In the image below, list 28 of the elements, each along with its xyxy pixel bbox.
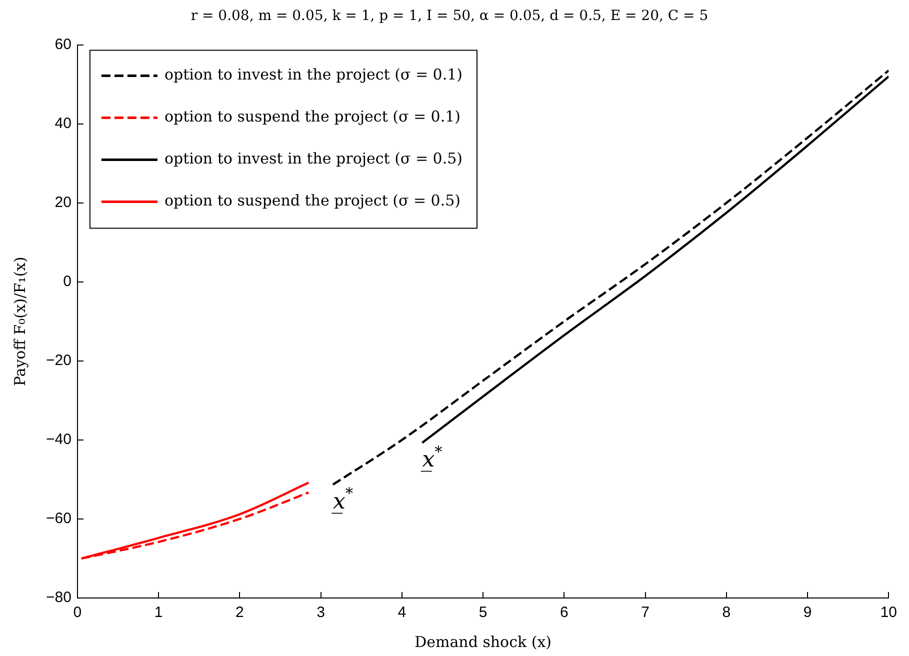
legend-label: option to suspend the project (σ = 0.5) <box>164 192 461 210</box>
x-tick-label: 4 <box>398 604 406 622</box>
x-tick-label: 7 <box>641 604 650 622</box>
x-tick-label: 5 <box>478 604 488 622</box>
annotation: x̲* <box>420 442 443 473</box>
y-tick-label: −40 <box>46 431 72 448</box>
y-tick-label: 60 <box>54 36 72 53</box>
x-tick-label: 6 <box>560 604 568 622</box>
y-tick-label: 40 <box>54 114 72 132</box>
chart-title: r = 0.08, m = 0.05, k = 1, p = 1, I = 50, α = 0.05, d = 0.5, E = 20, C = 5 <box>190 8 708 24</box>
y-tick-label: −20 <box>46 352 72 370</box>
annotation: x̲* <box>332 484 354 515</box>
x-tick-label: 10 <box>880 604 897 622</box>
x-tick-label: 8 <box>722 604 731 622</box>
y-tick-label: −60 <box>46 510 72 528</box>
y-tick-label: −80 <box>46 589 72 606</box>
y-tick-label: 0 <box>63 273 72 290</box>
legend-label: option to invest in the project (σ = 0.5) <box>164 150 462 168</box>
x-axis-title: Demand shock (x) <box>414 632 552 651</box>
x-tick-label: 3 <box>316 604 325 622</box>
y-axis-title: Payoff F₀(x)/F₁(x) <box>10 256 29 386</box>
y-tick-label: 20 <box>54 194 72 211</box>
line-series <box>332 69 889 486</box>
x-tick-label: 1 <box>154 604 163 622</box>
legend-label: option to invest in the project (σ = 0.1) <box>164 66 462 84</box>
x-tick-label: 2 <box>236 604 244 622</box>
legend-label: option to suspend the project (σ = 0.1) <box>164 108 461 126</box>
x-tick-label: 9 <box>803 604 812 622</box>
